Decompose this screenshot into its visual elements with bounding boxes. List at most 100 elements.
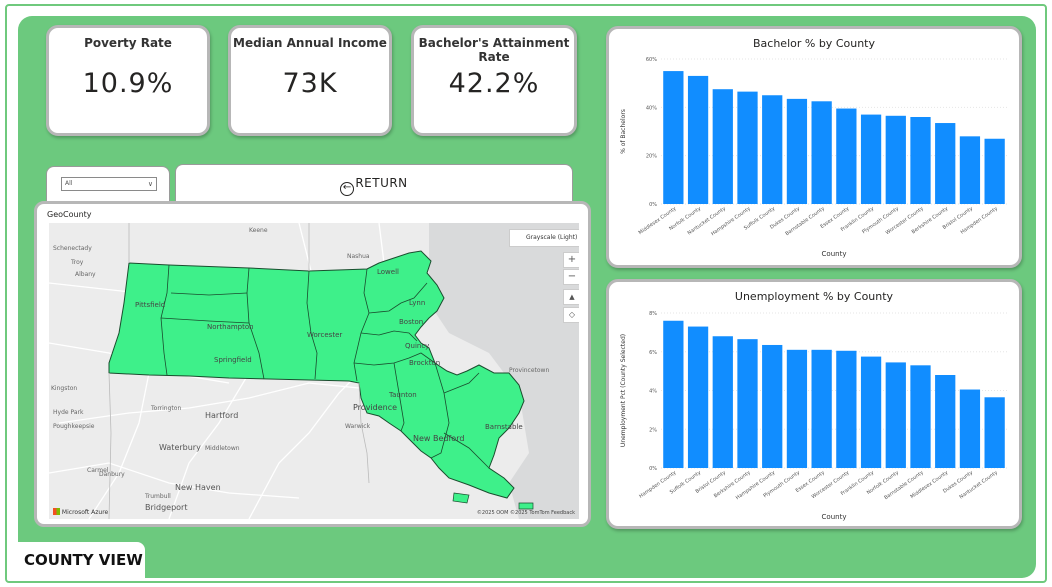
map-copyright[interactable]: ©2025 OOM ©2025 TomTom Feedback	[476, 510, 575, 516]
zoom-out-button[interactable]: −	[563, 269, 579, 285]
bar[interactable]	[910, 365, 931, 468]
kpi-card-income[interactable]: Median Annual Income 73K	[228, 25, 392, 136]
bar[interactable]	[712, 336, 733, 468]
bar[interactable]	[984, 138, 1005, 204]
map-label: Carmel	[87, 467, 109, 474]
map-attribution: Microsoft Azure	[53, 508, 108, 516]
return-label: RETURN	[355, 176, 408, 190]
map-label: Northampton	[207, 323, 254, 331]
y-tick-label: 40%	[646, 105, 657, 111]
map-label: Boston	[399, 318, 424, 326]
bar[interactable]	[959, 389, 981, 468]
y-tick-label: 4%	[649, 389, 657, 395]
bar[interactable]	[687, 75, 709, 204]
map-area[interactable]: Pittsfield Northampton Springfield Worce…	[49, 223, 579, 519]
microsoft-logo-icon	[53, 508, 60, 515]
bar[interactable]	[860, 114, 882, 204]
chevron-down-icon: ∨	[147, 180, 153, 188]
bar[interactable]	[737, 339, 758, 468]
bar[interactable]	[959, 136, 981, 204]
county-dropdown-value: All	[65, 180, 73, 187]
map-label: New Bedford	[413, 434, 465, 443]
map-label: Pittsfield	[135, 301, 166, 309]
map-label: Provincetown	[509, 367, 550, 374]
map-label: Bridgeport	[145, 503, 188, 512]
county-slicer: All ∨	[46, 166, 170, 202]
report-frame	[5, 4, 1047, 583]
map-label: Worcester	[307, 331, 343, 339]
y-axis-title: % of Bachelors	[620, 109, 627, 154]
unemployment-chart-visual: Unemployment % by County 0% 2% 4% 6% 8% Hampd…	[606, 279, 1022, 529]
y-tick-label: 0%	[649, 466, 657, 472]
bar[interactable]	[836, 350, 857, 468]
y-tick-label: 0%	[649, 202, 657, 208]
map-label: Lowell	[377, 268, 399, 276]
kpi-card-poverty[interactable]: Poverty Rate 10.9%	[46, 25, 210, 136]
map-label: New Haven	[175, 483, 221, 492]
county-dropdown[interactable]: All ∨	[61, 177, 157, 191]
kpi-value: 73K	[282, 68, 338, 99]
bar[interactable]	[811, 349, 832, 468]
map-label: Troy	[71, 259, 84, 266]
bar[interactable]	[762, 95, 783, 204]
chart-title: Bachelor % by County	[753, 37, 875, 50]
page-tag: COUNTY VIEW	[14, 542, 145, 578]
kpi-value: 10.9%	[82, 68, 174, 99]
map-label: Taunton	[389, 391, 417, 399]
kpi-value: 42.2%	[448, 68, 540, 99]
map-label: Quincy	[405, 342, 430, 350]
bar[interactable]	[910, 117, 931, 204]
bar[interactable]	[935, 123, 956, 204]
map-label: Hyde Park	[53, 409, 84, 416]
map-label: Lynn	[409, 299, 426, 307]
map-label: Nashua	[347, 253, 370, 260]
return-button[interactable]: ← RETURN	[175, 164, 573, 202]
bar[interactable]	[935, 375, 956, 468]
map-label: Springfield	[214, 356, 252, 364]
bachelor-chart-visual: Bachelor % by County 0% 20% 40% 60% Middlese…	[606, 26, 1022, 268]
map-title: GeoCounty	[47, 210, 92, 219]
bar[interactable]	[737, 91, 758, 204]
y-tick-label: 6%	[649, 350, 657, 356]
map-style-label: Grayscale (Light)	[526, 234, 578, 241]
map-label: Kingston	[51, 385, 78, 392]
massachusetts-region	[108, 250, 525, 499]
bar[interactable]	[786, 98, 808, 204]
kpi-card-bachelor[interactable]: Bachelor's Attainment Rate 42.2%	[411, 25, 577, 136]
bar[interactable]	[860, 356, 882, 468]
map-label: Keene	[249, 227, 268, 234]
bar[interactable]	[836, 108, 857, 204]
kpi-title: Poverty Rate	[84, 36, 172, 50]
compass-button[interactable]: ◇	[563, 307, 579, 323]
map-label: Hartford	[205, 411, 239, 420]
bar[interactable]	[762, 344, 783, 468]
map-label: Albany	[75, 271, 96, 278]
x-axis-title: County	[822, 250, 847, 258]
zoom-in-button[interactable]: +	[563, 252, 579, 268]
bar[interactable]	[786, 349, 808, 468]
map-label: Danbury	[99, 471, 125, 478]
kpi-title: Median Annual Income	[233, 36, 387, 50]
map-style-picker[interactable]: Grayscale (Light)	[509, 229, 579, 247]
map-label: Poughkeepsie	[53, 423, 95, 430]
kpi-title: Bachelor's Attainment Rate	[418, 36, 570, 64]
bar[interactable]	[885, 362, 906, 468]
bar[interactable]	[712, 89, 733, 204]
bar[interactable]	[811, 101, 832, 204]
bar[interactable]	[885, 115, 906, 204]
bar[interactable]	[663, 320, 684, 468]
chart-title: Unemployment % by County	[734, 290, 894, 303]
map-label: Waterbury	[159, 443, 201, 452]
bar[interactable]	[984, 397, 1005, 468]
attribution-text: Microsoft Azure	[61, 509, 109, 516]
y-tick-label: 8%	[649, 311, 657, 317]
bar[interactable]	[687, 326, 709, 468]
map-label: Brockton	[409, 359, 441, 367]
tilt-button[interactable]: ▲	[563, 289, 579, 305]
bar[interactable]	[663, 71, 684, 204]
y-tick-label: 2%	[649, 427, 657, 433]
map-label: Providence	[353, 403, 398, 412]
x-axis-title: County	[822, 513, 847, 521]
